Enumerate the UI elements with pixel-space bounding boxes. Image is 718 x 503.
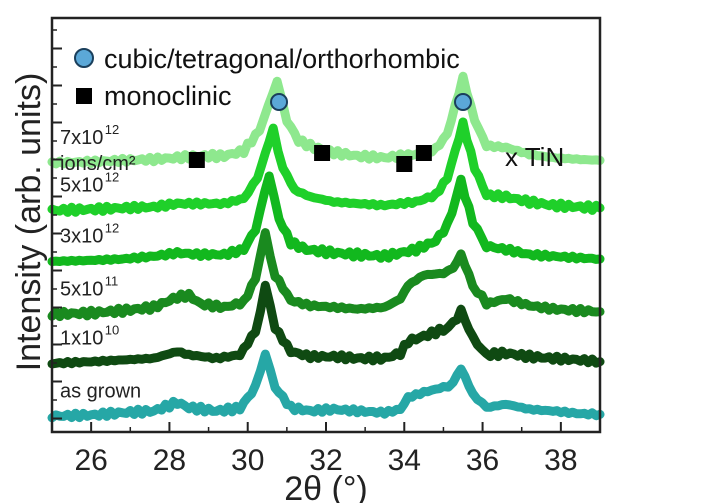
x-tick-label: 32 — [309, 444, 342, 477]
cubic-peak-marker — [270, 93, 289, 111]
series-label-exponent-4: 12 — [105, 170, 119, 185]
x-tick-label: 38 — [544, 444, 577, 477]
series-label-0: as grown — [60, 380, 141, 402]
x-tick-label: 34 — [388, 444, 421, 477]
monoclinic-peak-marker — [188, 152, 205, 168]
x-axis-ticks: 26 28 30 32 34 36 38 — [51, 422, 601, 477]
series-label-3: 3x10 — [60, 226, 103, 248]
y-axis-title: Intensity (arb. units) — [10, 73, 48, 372]
series-label-exponent-1: 10 — [105, 323, 119, 338]
legend: cubic/tetragonal/orthorhombic monoclinic — [74, 44, 460, 111]
x-tick-label: 28 — [153, 444, 186, 477]
x-axis-title: 2θ (°) — [284, 470, 368, 503]
legend-square-marker — [76, 88, 92, 104]
legend-circle-marker — [74, 48, 94, 68]
monoclinic-peak-marker — [396, 156, 413, 172]
phase-markers — [188, 93, 472, 172]
series-trace-0 — [47, 349, 605, 423]
series-trace-4 — [47, 117, 605, 217]
series-label-5: 7x10 — [60, 127, 103, 149]
legend-monoclinic-label: monoclinic — [104, 81, 232, 111]
series-label-line2-5: ions/cm² — [60, 153, 136, 175]
x-tick-label: 26 — [74, 444, 107, 477]
monoclinic-peak-marker — [314, 145, 331, 161]
series-trace-2 — [47, 228, 605, 322]
series-label-exponent-5: 12 — [105, 122, 119, 137]
legend-cubic-label: cubic/tetragonal/orthorhombic — [104, 44, 460, 74]
series-label-exponent-3: 12 — [105, 221, 119, 236]
series-label-2: 5x10 — [60, 278, 103, 300]
cubic-peak-marker — [454, 93, 472, 111]
series-trace-1 — [47, 280, 605, 369]
tin-label: x TiN — [505, 142, 564, 172]
series-label-exponent-2: 11 — [105, 273, 119, 288]
x-tick-label: 30 — [231, 444, 264, 477]
series-traces — [47, 71, 605, 423]
y-axis-ticks — [52, 29, 62, 420]
series-label-1: 1x10 — [60, 328, 103, 350]
x-tick-label: 36 — [466, 444, 499, 477]
series-trace-3 — [47, 171, 605, 266]
series-label-4: 5x10 — [60, 175, 103, 197]
monoclinic-peak-marker — [415, 145, 432, 161]
